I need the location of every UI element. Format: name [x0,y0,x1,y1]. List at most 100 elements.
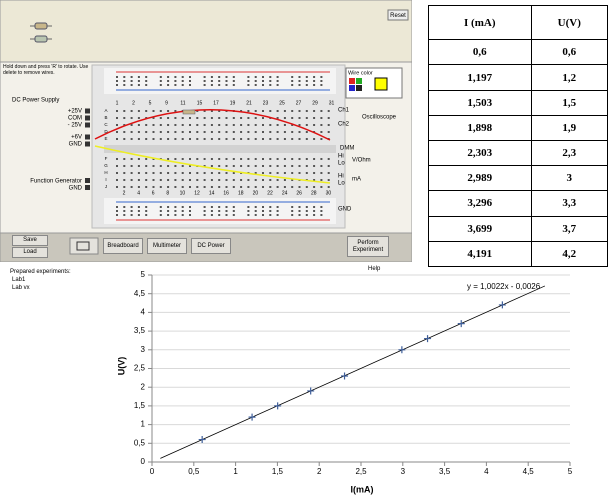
hole [291,158,294,160]
multimeter-button[interactable]: Multimeter [147,238,187,254]
sidebar-item[interactable]: Lab vx [12,285,30,291]
terminal[interactable] [85,122,90,128]
y-tick-label: 2,5 [134,364,146,373]
terminal[interactable] [85,115,90,121]
hole [262,138,264,140]
save-button[interactable]: Save [12,235,48,246]
row-letter: D [104,129,108,134]
column-number: 17 [213,100,219,106]
hole [225,179,228,181]
hole [232,210,235,212]
hole [130,138,133,140]
column-number: 22 [267,190,273,196]
hole [174,172,177,174]
hole [262,172,264,174]
column-number: 27 [296,100,302,106]
hole [210,172,213,174]
hole [203,214,206,216]
hole [262,80,264,82]
hole [167,214,170,216]
hole [189,76,191,78]
sidebar-item[interactable]: Lab1 [12,277,26,283]
hole [123,131,126,133]
terminal[interactable] [85,185,90,190]
hole [189,172,191,174]
table-cell: 0,6 [428,39,532,66]
swatch[interactable] [356,85,362,91]
y-tick-label: 1 [141,420,146,429]
load-button[interactable]: Load [12,247,48,258]
data-table: I (mA) U(V) 0,6 0,6 1,197 1,2 1,503 1,5 1,898 1,9… [428,4,609,268]
hole [196,179,199,181]
hole [145,210,148,212]
hole [130,210,133,212]
hole [225,206,228,208]
hole [320,76,323,78]
hole [218,84,221,86]
hole [152,124,155,126]
hole [145,138,148,140]
breadboard-button[interactable]: Breadboard [103,238,143,254]
hole [313,117,316,119]
help-link[interactable]: Help [368,266,381,272]
terminal[interactable] [85,134,90,140]
point [498,301,506,309]
hole [232,117,235,119]
hole [327,179,330,181]
table-row: 0,6 0,6 [428,39,609,66]
terminal[interactable] [85,178,90,183]
hole [269,179,272,181]
hole [189,84,191,86]
terminal[interactable] [85,108,90,114]
hole [189,179,191,181]
hole [145,80,148,82]
swatch-selected[interactable] [374,77,388,91]
perform-experiment-button[interactable]: Perform Experiment [347,236,389,257]
simulator: Reset Wire color DC Power Supply Functio… [0,0,412,262]
hole [218,110,221,112]
swatch[interactable] [349,78,355,84]
hole [262,110,264,112]
channel: Ch2 [338,122,350,128]
column-number: 11 [180,100,185,106]
dc-power-button[interactable]: DC Power [191,238,231,254]
hole [240,158,243,160]
hole [254,80,257,82]
hole [276,186,279,188]
hole [196,124,199,126]
hole [181,124,184,126]
hole [247,131,250,133]
hole [123,186,126,188]
x-tick-label: 0 [150,467,155,476]
hole [181,165,184,167]
table-cell: 3,296 [428,190,532,217]
icon-button[interactable] [69,237,99,255]
hole [240,124,243,126]
hole [232,206,235,208]
hole [232,165,235,167]
hole [137,131,140,133]
swatch[interactable] [356,78,362,84]
hole [225,131,228,133]
terminal[interactable] [85,141,90,147]
reset-button[interactable] [387,9,409,21]
hole [320,206,323,208]
hole [262,131,264,133]
hole [291,80,294,82]
hole [291,186,294,188]
swatch[interactable] [349,85,355,91]
hint: Hold down and press 'R' to rotate. Use d… [3,64,89,76]
hole [152,138,155,140]
hole [152,117,155,119]
row-letter: B [104,115,107,120]
hole [123,117,126,119]
hole [116,76,118,78]
hole [174,117,177,119]
hole [145,84,148,86]
column-number: 30 [326,190,332,196]
hole [167,138,170,140]
hole [203,131,206,133]
hole [145,214,148,216]
hole [247,110,250,112]
